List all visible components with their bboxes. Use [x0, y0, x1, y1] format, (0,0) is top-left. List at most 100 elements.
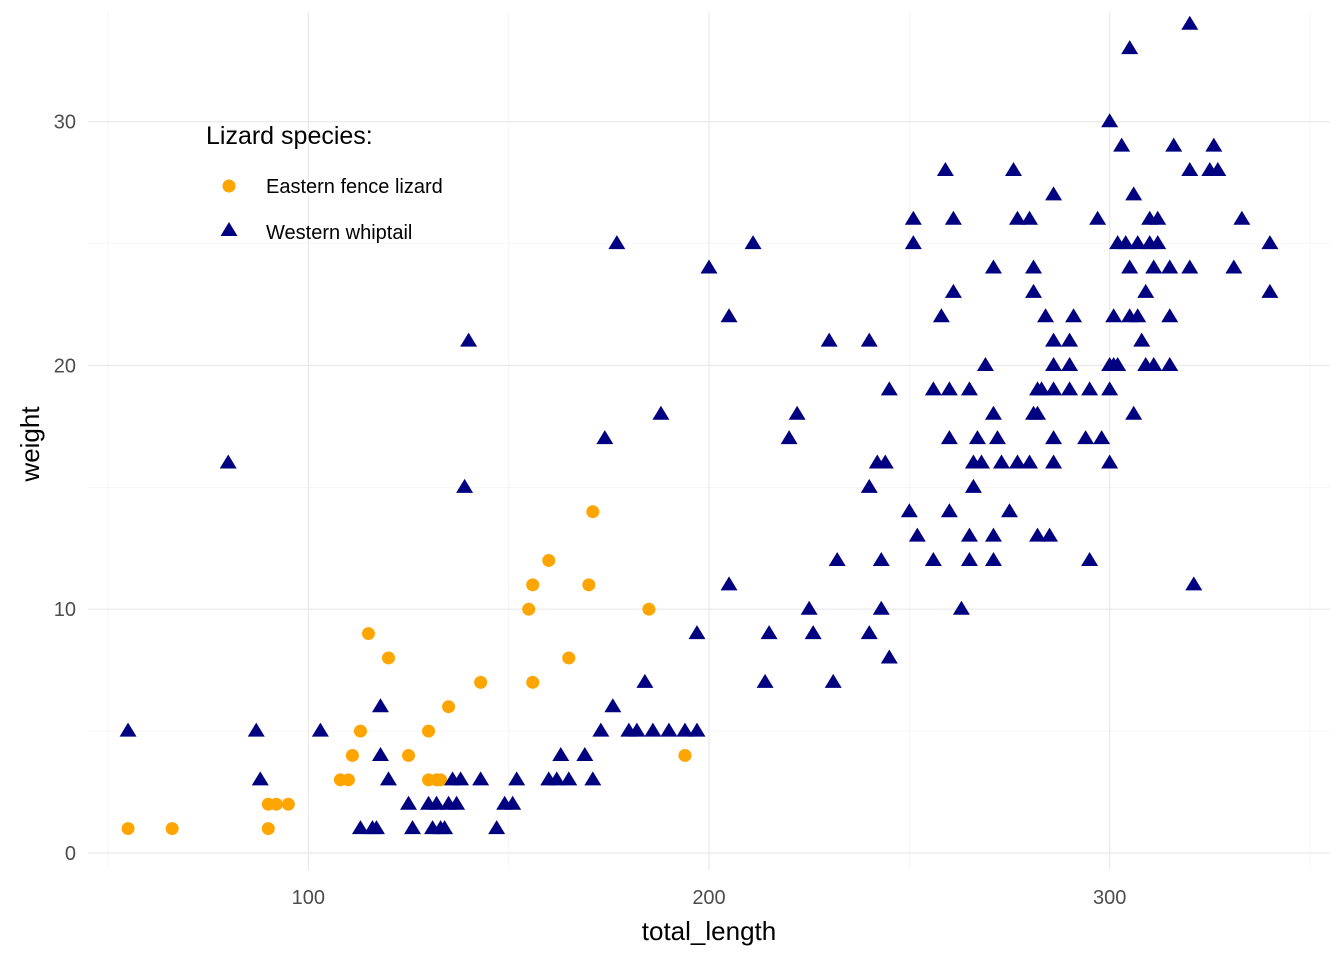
x-axis-title: total_length [642, 916, 776, 946]
point-western-whiptail [428, 795, 446, 810]
point-western-whiptail [960, 527, 978, 542]
point-eastern-fence-lizard [261, 822, 275, 836]
point-western-whiptail [628, 722, 646, 737]
point-western-whiptail [936, 161, 954, 176]
point-western-whiptail [1089, 210, 1107, 225]
point-western-whiptail [984, 551, 1002, 566]
point-western-whiptail [1029, 405, 1047, 420]
point-western-whiptail [960, 551, 978, 566]
point-western-whiptail [992, 454, 1010, 469]
point-western-whiptail [904, 210, 922, 225]
point-western-whiptail [351, 820, 369, 835]
point-western-whiptail [960, 381, 978, 396]
point-western-whiptail [944, 283, 962, 298]
point-western-whiptail [644, 722, 662, 737]
point-western-whiptail [576, 746, 594, 761]
point-western-whiptail [1045, 381, 1063, 396]
point-western-whiptail [251, 771, 269, 786]
point-western-whiptail [1061, 332, 1079, 347]
point-eastern-fence-lizard [269, 797, 283, 811]
point-western-whiptail [371, 746, 389, 761]
point-western-whiptail [1045, 332, 1063, 347]
point-western-whiptail [1161, 308, 1179, 323]
point-western-whiptail [824, 673, 842, 688]
x-tick-label: 100 [292, 887, 325, 909]
point-western-whiptail [1025, 283, 1043, 298]
point-western-whiptail [944, 210, 962, 225]
point-western-whiptail [1261, 283, 1279, 298]
point-eastern-fence-lizard [434, 773, 448, 787]
point-western-whiptail [676, 722, 694, 737]
point-western-whiptail [1113, 137, 1131, 152]
point-western-whiptail [984, 259, 1002, 274]
point-western-whiptail [860, 625, 878, 640]
point-western-whiptail [460, 332, 478, 347]
point-western-whiptail [964, 478, 982, 493]
point-western-whiptail [1165, 137, 1183, 152]
point-western-whiptail [1161, 356, 1179, 371]
point-western-whiptail [596, 430, 614, 445]
point-western-whiptail [1205, 137, 1223, 152]
point-western-whiptail [780, 430, 798, 445]
point-western-whiptail [940, 430, 958, 445]
point-western-whiptail [940, 381, 958, 396]
point-western-whiptail [756, 673, 774, 688]
point-eastern-fence-lizard [582, 578, 596, 592]
point-western-whiptail [247, 722, 265, 737]
point-western-whiptail [804, 625, 822, 640]
point-western-whiptail [448, 795, 466, 810]
point-western-whiptail [1029, 527, 1047, 542]
point-western-whiptail [1101, 381, 1119, 396]
legend-key-circle-icon [222, 179, 236, 193]
point-western-whiptail [688, 625, 706, 640]
y-axis-ticks: 0 10 20 30 [54, 112, 76, 865]
x-axis-ticks: 100 200 300 [292, 887, 1127, 909]
point-eastern-fence-lizard [345, 748, 359, 762]
point-eastern-fence-lizard [422, 724, 436, 738]
point-western-whiptail [800, 600, 818, 615]
point-western-whiptail [1037, 308, 1055, 323]
point-western-whiptail [688, 722, 706, 737]
point-western-whiptail [1261, 235, 1279, 250]
point-western-whiptail [548, 771, 566, 786]
point-western-whiptail [1121, 40, 1139, 55]
point-western-whiptail [872, 551, 890, 566]
point-western-whiptail [311, 722, 329, 737]
point-western-whiptail [592, 722, 610, 737]
legend-title: Lizard species: [206, 122, 373, 150]
point-western-whiptail [880, 649, 898, 664]
point-western-whiptail [720, 576, 738, 591]
point-western-whiptail [436, 820, 454, 835]
point-western-whiptail [1117, 235, 1135, 250]
point-western-whiptail [604, 698, 622, 713]
point-eastern-fence-lizard [361, 627, 375, 641]
point-eastern-fence-lizard [121, 822, 135, 836]
point-western-whiptail [880, 381, 898, 396]
point-western-whiptail [1045, 430, 1063, 445]
point-western-whiptail [1025, 259, 1043, 274]
point-western-whiptail [1161, 259, 1179, 274]
point-western-whiptail [876, 454, 894, 469]
point-western-whiptail [504, 795, 522, 810]
point-western-whiptail [924, 551, 942, 566]
point-western-whiptail [1149, 235, 1167, 250]
legend: Lizard species: Eastern fence lizard Wes… [206, 122, 443, 244]
point-western-whiptail [1125, 405, 1143, 420]
point-western-whiptail [1109, 356, 1127, 371]
point-western-whiptail [1021, 454, 1039, 469]
point-western-whiptail [908, 527, 926, 542]
point-western-whiptail [984, 405, 1002, 420]
point-western-whiptail [1125, 186, 1143, 201]
point-eastern-fence-lizard [678, 748, 692, 762]
point-western-whiptail [1181, 15, 1199, 30]
point-western-whiptail [660, 722, 678, 737]
y-tick-label: 30 [54, 112, 76, 134]
point-western-whiptail [1065, 308, 1083, 323]
point-western-whiptail [472, 771, 490, 786]
point-western-whiptail [1145, 356, 1163, 371]
point-eastern-fence-lizard [586, 505, 600, 519]
point-western-whiptail [1081, 551, 1099, 566]
point-western-whiptail [1081, 381, 1099, 396]
point-western-whiptail [1045, 186, 1063, 201]
point-western-whiptail [608, 235, 626, 250]
